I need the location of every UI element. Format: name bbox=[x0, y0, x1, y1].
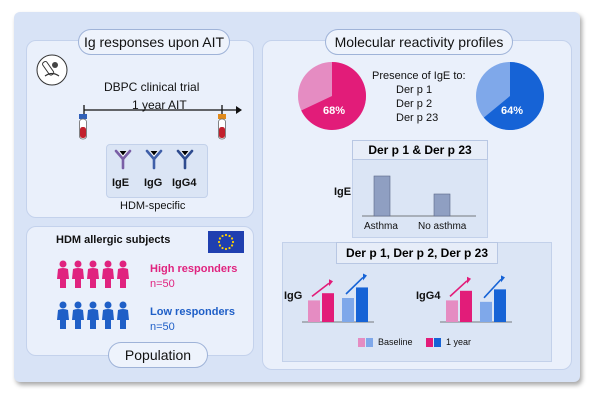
high-responders-people-icon bbox=[57, 260, 129, 288]
blood-tube-icon-end bbox=[218, 114, 226, 140]
population-label: Population bbox=[108, 342, 208, 368]
legend-1-year-label: 1 year bbox=[446, 337, 472, 347]
pie-chart-left: 68% bbox=[298, 62, 366, 130]
iggChart0-bar-1 bbox=[322, 293, 334, 322]
legend-1-year-swatch bbox=[426, 338, 441, 347]
ige-bar-asthma bbox=[373, 175, 391, 217]
low-responders-label: Low responders bbox=[150, 306, 235, 318]
legend-baseline-label: Baseline bbox=[378, 337, 413, 347]
eu-flag-icon bbox=[208, 231, 244, 253]
ige-category-no-asthma: No asthma bbox=[418, 221, 467, 232]
igg4-bar-chart bbox=[440, 275, 512, 323]
presence-item-der-p-1: Der p 1 bbox=[396, 84, 433, 96]
iggChart1-bar-3 bbox=[494, 289, 506, 322]
molecular-profiles-title: Molecular reactivity profiles bbox=[325, 29, 513, 55]
trial-line-1: DBPC clinical trial bbox=[104, 80, 200, 94]
hdm-specific-caption: HDM-specific bbox=[120, 200, 186, 212]
iggChart1-bar-2 bbox=[480, 301, 492, 322]
ig-responses-title: Ig responses upon AIT bbox=[78, 29, 230, 55]
iggChart1-bar-1 bbox=[460, 290, 472, 322]
iggChart0-bar-0 bbox=[308, 300, 320, 322]
presence-item-der-p-23: Der p 23 bbox=[396, 112, 439, 124]
svg-text:68%: 68% bbox=[323, 105, 345, 117]
igg-antibody-icon bbox=[145, 149, 163, 170]
igg-bar-chart bbox=[302, 273, 374, 323]
igg4-chart-ylabel: IgG4 bbox=[416, 290, 441, 302]
ige-chart-ylabel: IgE bbox=[334, 186, 352, 198]
antibody-label-ige: IgE bbox=[112, 177, 130, 189]
low-responders-people-icon bbox=[57, 301, 129, 329]
ige-bar-no-asthma bbox=[433, 193, 451, 217]
iggChart1-bar-0 bbox=[446, 300, 458, 322]
antibody-label-igg: IgG bbox=[144, 177, 163, 189]
igg-chart-title: Der p 1, Der p 2, Der p 23 bbox=[336, 242, 498, 264]
antibody-label-igg4: IgG4 bbox=[172, 177, 197, 189]
blood-tube-icon-start bbox=[79, 114, 87, 140]
ige-antibody-icon bbox=[114, 149, 132, 170]
low-responders-n: n=50 bbox=[150, 321, 175, 333]
presence-heading: Presence of IgE to: bbox=[372, 70, 466, 82]
presence-item-der-p-2: Der p 2 bbox=[396, 98, 433, 110]
hdm-allergic-title: HDM allergic subjects bbox=[56, 234, 171, 246]
high-responders-label: High responders bbox=[150, 263, 238, 275]
iggChart0-bar-2 bbox=[342, 298, 354, 322]
igg-chart-ylabel: IgG bbox=[284, 290, 303, 302]
timeline-arrow bbox=[83, 105, 242, 115]
ige-category-asthma: Asthma bbox=[364, 221, 398, 232]
trial-line-2: 1 year AIT bbox=[132, 98, 187, 112]
iggChart0-bar-3 bbox=[356, 287, 368, 322]
high-responders-n: n=50 bbox=[150, 278, 175, 290]
legend-baseline-swatch bbox=[358, 338, 373, 347]
ige-chart-title: Der p 1 & Der p 23 bbox=[352, 140, 488, 160]
igg4-antibody-icon bbox=[176, 149, 194, 170]
ige-bar-chart bbox=[362, 175, 476, 217]
test-tube-icon bbox=[36, 54, 68, 86]
svg-text:64%: 64% bbox=[501, 105, 523, 117]
pie-chart-right: 64% bbox=[476, 62, 544, 130]
